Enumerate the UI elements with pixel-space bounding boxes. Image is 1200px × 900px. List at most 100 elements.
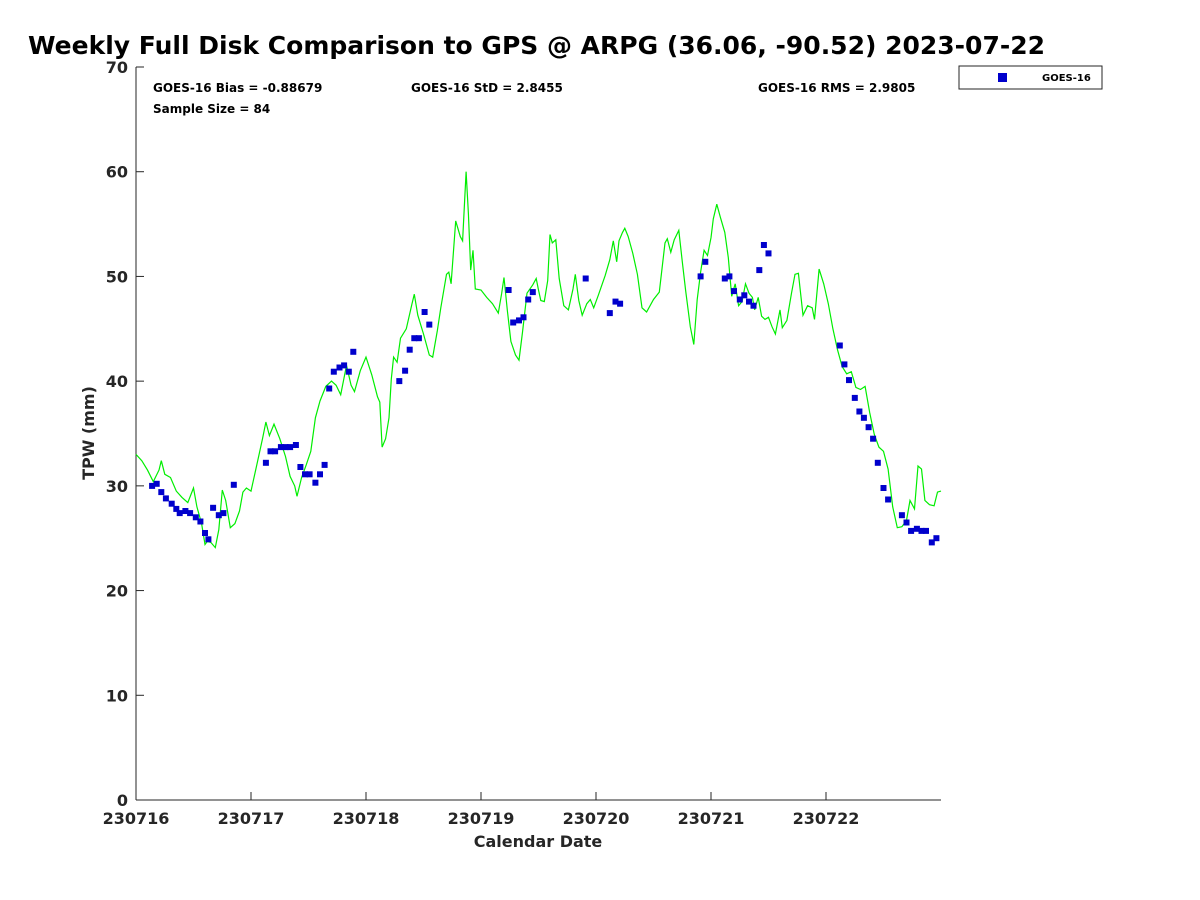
goes-16-point — [856, 408, 863, 415]
goes-16-point — [702, 258, 709, 265]
goes-16-point — [726, 273, 733, 280]
goes-16-point — [215, 512, 222, 519]
y-tick-label: 20 — [106, 582, 128, 601]
y-tick-label: 10 — [106, 686, 128, 705]
goes-16-point — [277, 444, 284, 451]
goes-16-point — [505, 287, 512, 293]
bias-stat: GOES-16 Bias = -0.88679 — [153, 81, 322, 95]
goes-16-point — [149, 482, 156, 489]
goes-16-point — [272, 448, 279, 455]
legend: GOES-16 — [958, 65, 1103, 90]
goes-16-point — [197, 518, 204, 525]
goes-16-point — [933, 535, 940, 542]
goes-16-point — [292, 442, 299, 448]
goes-16-point — [928, 539, 935, 546]
x-tick-label: 230720 — [563, 809, 630, 828]
goes-16-point — [396, 378, 403, 385]
goes-16-point — [746, 298, 752, 305]
y-ticks: 0 10 20 30 40 50 60 70 — [106, 58, 144, 810]
goes-16-point — [287, 444, 294, 451]
goes-16-point — [697, 273, 704, 280]
legend-marker-goes-16 — [998, 73, 1007, 82]
y-tick-label: 60 — [106, 163, 128, 182]
x-tick-label: 230718 — [333, 809, 400, 828]
goes-16-point — [341, 362, 348, 369]
goes-16-point — [262, 459, 269, 466]
goes-16-point — [158, 489, 165, 496]
x-tick-label: 230721 — [678, 809, 745, 828]
goes-16-point — [173, 505, 180, 512]
goes-16-point — [582, 275, 589, 282]
goes-16-point — [406, 346, 413, 353]
goes-16-point — [345, 368, 352, 375]
y-axis-title: TPW (mm) — [79, 386, 98, 480]
goes-16-point — [402, 367, 409, 374]
y-tick-label: 40 — [106, 372, 128, 391]
goes-16-point — [312, 479, 319, 486]
y-tick-label: 50 — [106, 267, 128, 286]
goes-16-point — [411, 335, 418, 342]
goes-16-point — [841, 361, 848, 368]
goes-16-point — [765, 250, 772, 257]
legend-box — [958, 65, 1103, 90]
goes-16-point — [860, 414, 867, 421]
goes-16-point — [282, 444, 289, 451]
goes-16-point — [736, 296, 743, 303]
goes-16-point — [865, 424, 872, 431]
x-tick-label: 230716 — [103, 809, 170, 828]
goes-16-point — [326, 385, 333, 392]
goes-16-point — [913, 525, 920, 532]
goes-16-point — [415, 335, 422, 342]
goes-16-point — [153, 480, 160, 487]
goes-16-point — [220, 510, 227, 517]
x-tick-label: 230722 — [793, 809, 860, 828]
goes-16-point — [918, 527, 925, 534]
goes-16-point — [230, 481, 237, 488]
goes-16-point — [426, 321, 433, 328]
goes-16-point — [297, 464, 304, 470]
goes-16-series — [149, 242, 940, 546]
goes-16-point — [176, 510, 183, 517]
goes-16-point — [529, 289, 536, 296]
goes-16-point — [205, 536, 212, 543]
goes-16-point — [750, 302, 757, 309]
goes-16-point — [516, 317, 522, 324]
goes-16-point — [721, 275, 728, 282]
goes-16-point — [182, 508, 189, 514]
goes-16-point — [880, 485, 887, 491]
goes-16-point — [525, 296, 532, 303]
goes-16-point — [903, 519, 910, 526]
goes-16-point — [908, 527, 915, 534]
goes-16-point — [731, 288, 737, 295]
goes-16-point — [302, 471, 308, 478]
gps-series — [135, 171, 942, 549]
goes-16-point — [898, 512, 905, 519]
goes-16-point — [336, 364, 343, 371]
goes-16-point — [923, 527, 929, 534]
goes-16-point — [885, 496, 892, 503]
goes-16-point — [267, 448, 274, 455]
goes-16-point — [874, 459, 881, 466]
std-stat: GOES-16 StD = 2.8455 — [411, 81, 563, 95]
goes-16-point — [202, 530, 208, 536]
goes-16-point — [846, 377, 852, 384]
goes-16-point — [510, 319, 517, 326]
goes-16-point — [210, 504, 217, 511]
goes-16-point — [168, 500, 175, 507]
goes-16-point — [741, 292, 748, 299]
goes-16-point — [421, 309, 428, 315]
y-tick-label: 30 — [106, 477, 128, 496]
x-ticks: 230716 230717 230718 230719 230720 230721 2307… — [103, 792, 860, 828]
goes-16-point — [317, 471, 323, 478]
x-axis-title: Calendar Date — [474, 832, 603, 851]
chart-title: Weekly Full Disk Comparison to GPS @ ARP… — [28, 31, 1045, 60]
sample-size-stat: Sample Size = 84 — [153, 102, 270, 116]
goes-16-point — [617, 300, 624, 307]
x-tick-label: 230717 — [218, 809, 285, 828]
goes-16-point — [870, 435, 877, 442]
goes-16-point — [851, 394, 858, 401]
y-tick-label: 70 — [106, 58, 128, 77]
goes-16-point — [187, 510, 194, 517]
goes-16-point — [350, 348, 357, 355]
